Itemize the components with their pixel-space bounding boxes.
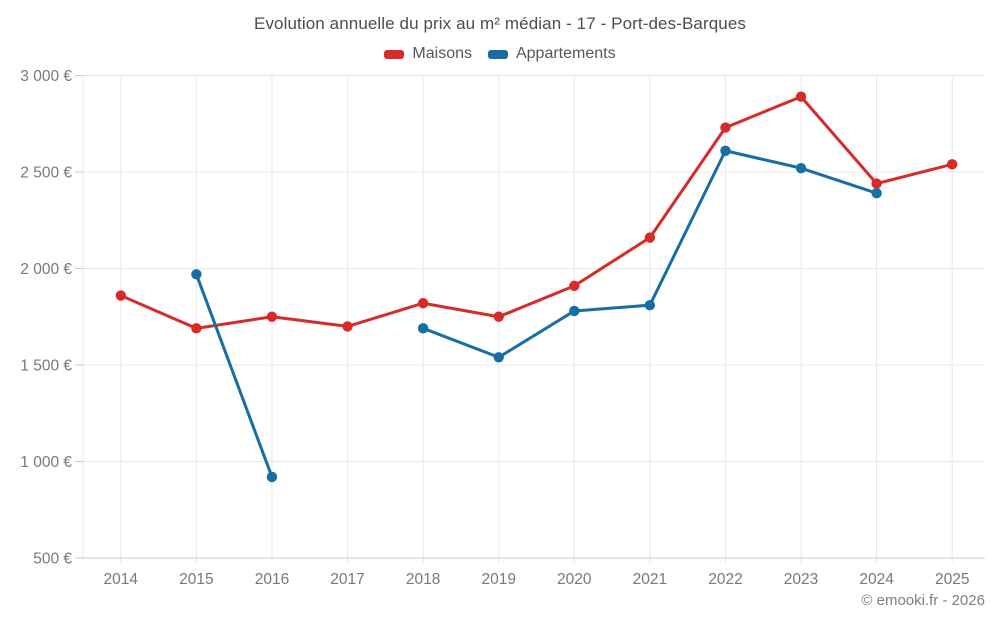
- gridlines: [83, 75, 985, 563]
- x-axis-label: 2019: [481, 571, 515, 588]
- maisons-point[interactable]: [569, 280, 580, 292]
- x-axis-label: 2016: [255, 571, 289, 588]
- appartements-point[interactable]: [644, 299, 656, 311]
- maisons-point[interactable]: [871, 178, 882, 189]
- appartements-point[interactable]: [720, 145, 731, 156]
- appartements-point[interactable]: [871, 188, 882, 199]
- y-axis-label: 3 000 €: [20, 68, 72, 85]
- maisons-point[interactable]: [720, 122, 731, 133]
- x-axis-label: 2021: [633, 571, 667, 588]
- maisons-color-swatch: [384, 49, 405, 59]
- legend-item-maisons[interactable]: Maisons: [384, 45, 472, 63]
- y-axis-label: 500 €: [33, 551, 72, 568]
- x-axis-label: 2024: [859, 571, 894, 588]
- maisons-line: [119, 95, 954, 330]
- y-axis-label: 2 000 €: [20, 261, 72, 278]
- axes: [75, 75, 985, 559]
- x-axis-label: 2014: [104, 571, 139, 588]
- x-axis-label: 2023: [784, 571, 818, 588]
- x-axis-label: 2015: [179, 571, 213, 588]
- maisons-point[interactable]: [493, 311, 504, 322]
- y-axis-label: 1 000 €: [20, 454, 72, 471]
- maisons-point[interactable]: [115, 290, 127, 301]
- appartements-point[interactable]: [795, 162, 807, 174]
- maisons-point[interactable]: [795, 91, 807, 102]
- appartements-line: [194, 272, 274, 479]
- legend-label-appartements: Appartements: [515, 45, 616, 62]
- maisons-point[interactable]: [947, 159, 958, 170]
- appartements-point[interactable]: [191, 269, 202, 280]
- copyright-text: © emooki.fr - 2026: [861, 592, 985, 609]
- x-axis-label: 2018: [406, 571, 440, 588]
- appartements-point[interactable]: [569, 305, 580, 317]
- appartements-color-swatch: [487, 49, 508, 59]
- x-axis-label: 2025: [935, 571, 969, 588]
- legend-item-appartements[interactable]: Appartements: [487, 45, 616, 63]
- appartements-point[interactable]: [493, 352, 504, 363]
- x-axis-label: 2020: [557, 571, 592, 588]
- maisons-point[interactable]: [191, 323, 202, 334]
- axis-labels: 500 € 1 000 € 1 500 € 2 000 € 2 500 € 3 000 €…: [20, 68, 969, 588]
- maisons-point[interactable]: [266, 311, 278, 322]
- series: [115, 91, 958, 483]
- x-axis-label: 2022: [708, 571, 742, 588]
- appartements-point[interactable]: [417, 323, 429, 334]
- maisons-point[interactable]: [342, 321, 353, 332]
- x-axis-label: 2017: [330, 571, 364, 588]
- maisons-series: [115, 91, 958, 334]
- chart-title: Evolution annuelle du prix au m² médian …: [254, 14, 746, 33]
- legend-label-maisons: Maisons: [412, 45, 472, 62]
- appartements-series: [191, 145, 882, 483]
- y-axis-label: 1 500 €: [20, 358, 72, 375]
- y-axis-label: 2 500 €: [20, 165, 72, 182]
- appartements-point[interactable]: [266, 471, 278, 483]
- chart-legend: Maisons Appartements: [0, 45, 1000, 63]
- maisons-point[interactable]: [644, 232, 656, 243]
- maisons-point[interactable]: [417, 298, 429, 309]
